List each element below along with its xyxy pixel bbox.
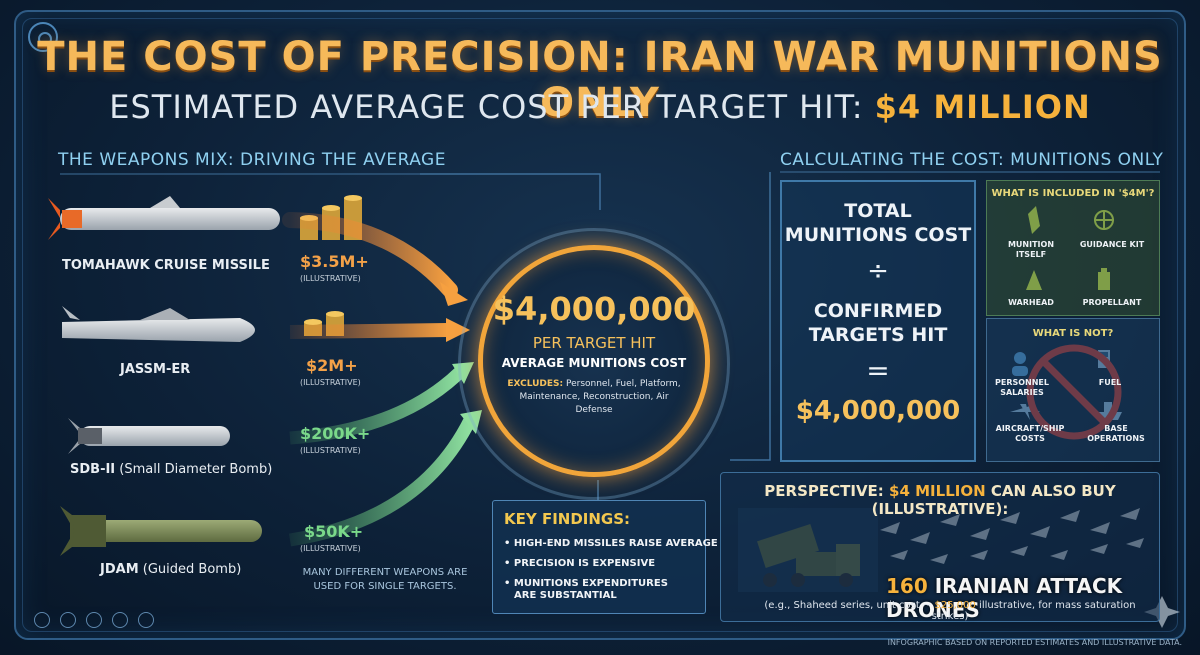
outer-frame [14, 10, 1186, 640]
center-excludes: EXCLUDES: Personnel, Fuel, Platform, Mai… [507, 379, 681, 415]
finding-item-continued: ARE SUBSTANTIAL [514, 590, 617, 601]
not-fuel-label: FUEL [1098, 378, 1122, 387]
perspective-heading: PERSPECTIVE: $4 MILLION CAN ALSO BUY (IL… [764, 482, 1116, 518]
center-avg-label: AVERAGE MUNITIONS COST [501, 356, 687, 370]
price-note-tomahawk: (ILLUSTRATIVE) [300, 274, 361, 283]
price-jdam: $50K+ [304, 522, 364, 541]
weapon-name-jdam: JDAM (Guided Bomb) [100, 562, 242, 577]
arrow-sdb [289, 367, 465, 445]
center-circle [478, 245, 710, 477]
calc-connector [730, 172, 771, 461]
included-warhead-label: WARHEAD [1008, 298, 1054, 307]
sdb-bomb-icon [68, 418, 230, 454]
drone-small-icon [112, 612, 128, 628]
finding-item: • MUNITIONS EXPENDITURES [504, 578, 668, 589]
calc-confirmed-line1: CONFIRMED [813, 300, 943, 322]
key-findings-box [492, 500, 706, 614]
included-propellant-label: PROPELLANT [1082, 298, 1142, 307]
finding-item: • HIGH-END MISSILES RAISE AVERAGE [504, 538, 718, 549]
page-subtitle: ESTIMATED AVERAGE COST PER TARGET HIT: $… [0, 88, 1200, 126]
battery-small-icon [86, 612, 102, 628]
connector-line [420, 173, 601, 210]
price-note-jdam: (ILLUSTRATIVE) [300, 544, 361, 553]
jassm-missile-icon [62, 306, 255, 342]
battery-icon [1098, 268, 1110, 290]
key-findings-heading: KEY FINDINGS: [504, 510, 631, 528]
arrow-tomahawk [282, 212, 458, 298]
center-per-target: PER TARGET HIT [532, 334, 656, 352]
not-included-box [986, 318, 1160, 462]
crosshair-icon [1094, 210, 1114, 230]
calc-total-line2: MUNITIONS COST [784, 224, 972, 246]
inner-frame [22, 18, 1178, 632]
drones-headline: 160 IRANIAN ATTACK DRONES [886, 574, 1123, 622]
warhead-icon [1026, 270, 1042, 290]
missile-icon [1028, 206, 1040, 234]
drones-note: (e.g., Shaheed series, unit cost ~ $25,0… [764, 600, 1136, 622]
not-base-label: BASE OPERATIONS [1087, 424, 1145, 443]
bottom-icon-row [34, 612, 164, 632]
weapon-name-sdb: SDB-II (Small Diameter Bomb) [70, 462, 273, 477]
calc-heading: CALCULATING THE COST: MUNITIONS ONLY [780, 150, 1164, 170]
price-note-sdb: (ILLUSTRATIVE) [300, 446, 361, 455]
arrow-jdam [289, 417, 476, 547]
subtitle-prefix: ESTIMATED AVERAGE COST PER TARGET HIT: [109, 88, 875, 126]
perspective-box [720, 472, 1160, 622]
price-jassm: $2M+ [306, 356, 358, 375]
calc-confirmed-line2: TARGETS HIT [808, 324, 948, 346]
weapon-name-tomahawk: TOMAHAWK CRUISE MISSILE [62, 258, 270, 273]
equals-symbol: = [866, 354, 890, 387]
not-personnel-label: PERSONNEL SALARIES [994, 378, 1049, 397]
aircraft-small-icon [34, 612, 50, 628]
included-box [986, 180, 1160, 316]
weapon-name-jassm: JASSM-ER [120, 362, 191, 377]
calc-box [780, 180, 976, 462]
weapons-heading: THE WEAPONS MIX: DRIVING THE AVERAGE [58, 150, 446, 170]
included-heading: WHAT IS INCLUDED IN '$4M'? [991, 188, 1155, 199]
included-munition-label: MUNITION ITSELF [1007, 240, 1055, 259]
target-small-icon [60, 612, 76, 628]
subtitle-value: $4 MILLION [874, 88, 1091, 126]
center-ring [458, 228, 730, 500]
tomahawk-missile-icon [48, 196, 280, 240]
arrow-jassm [289, 323, 449, 339]
calc-total-line1: TOTAL [844, 200, 912, 222]
calc-result: $4,000,000 [795, 396, 961, 426]
included-guidance-label: GUIDANCE KIT [1079, 240, 1145, 249]
sparkle-icon [1144, 596, 1180, 628]
ship-small-icon [138, 612, 154, 628]
page-title: THE COST OF PRECISION: IRAN WAR MUNITION… [37, 34, 1163, 126]
not-aircraft-label: AIRCRAFT/SHIP COSTS [995, 424, 1065, 443]
finding-item: • PRECISION IS EXPENSIVE [504, 558, 656, 569]
target-reticle-icon [28, 22, 58, 52]
price-note-jassm: (ILLUSTRATIVE) [300, 378, 361, 387]
not-included-heading: WHAT IS NOT? [1032, 328, 1114, 339]
divide-symbol: ÷ [867, 256, 889, 286]
price-sdb: $200K+ [300, 424, 371, 443]
center-amount: $4,000,000 [492, 290, 696, 328]
price-tomahawk: $3.5M+ [300, 252, 369, 271]
jdam-bomb-icon [60, 506, 262, 556]
many-weapons-note: MANY DIFFERENT WEAPONS ARE USED FOR SINGL… [302, 567, 468, 592]
footer-note: INFOGRAPHIC BASED ON REPORTED ESTIMATES … [887, 638, 1182, 647]
